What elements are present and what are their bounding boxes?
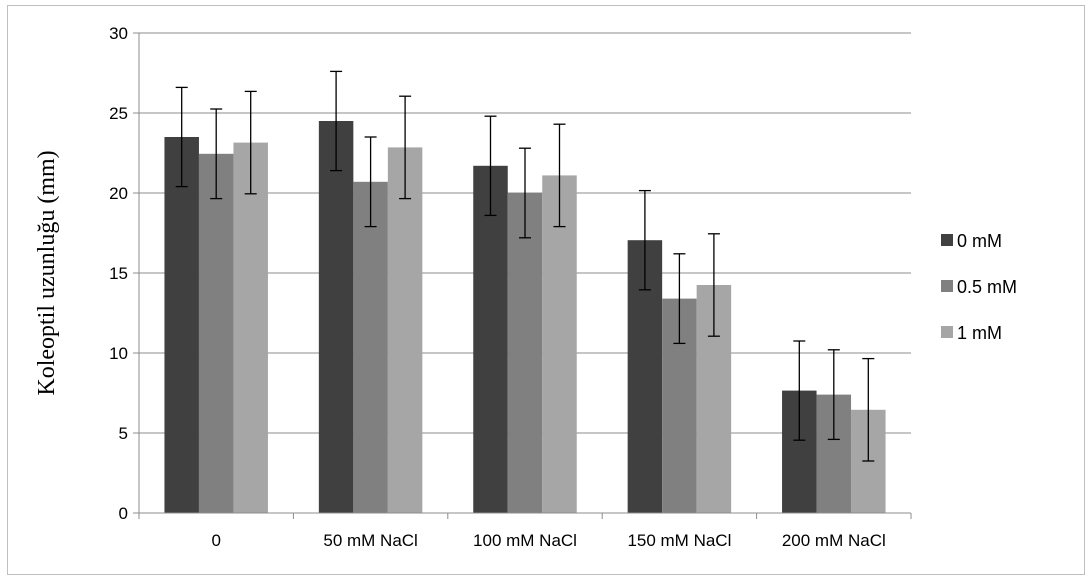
y-tick-label: 5 [119,424,128,443]
axes [133,32,912,519]
x-tick-labels: 0 50 mM NaCl 100 mM NaCl 150 mM NaCl 200 mM … [211,531,885,550]
bar [473,165,508,514]
x-tick-label: 100 mM NaCl [473,531,577,550]
y-axis-label: Koleoptil uzunluğu (mm) [34,150,60,395]
bar [164,137,199,513]
y-tick-label: 0 [119,504,128,523]
y-tick-labels: 0 5 10 15 20 25 30 [109,24,128,523]
legend-label: 0 mM [957,231,1002,251]
x-tick-label: 200 mM NaCl [782,531,886,550]
bar-chart: 0 5 10 15 20 25 30 0 50 mM NaCl 100 mM NaCl 150 m… [34,24,1017,550]
legend-label: 0.5 mM [957,277,1017,297]
chart-frame: 0 5 10 15 20 25 30 0 50 mM NaCl 100 mM NaCl 150 m… [7,5,1085,575]
y-tick-label: 25 [109,104,128,123]
legend-label: 1 mM [957,323,1002,343]
y-tick-label: 20 [109,184,128,203]
legend: 0 mM 0.5 mM 1 mM [941,231,1017,343]
bar [318,121,354,513]
legend-swatch [941,326,953,338]
bar [198,153,234,514]
y-tick-label: 30 [109,24,128,43]
bar [353,181,388,514]
x-tick-label: 0 [211,531,220,550]
x-tick-label: 50 mM NaCl [323,531,417,550]
bar [542,175,577,513]
x-tick-label: 150 mM NaCl [627,531,731,550]
bar [233,142,268,513]
y-tick-label: 15 [109,264,128,283]
legend-swatch [941,234,953,246]
bars [164,121,886,514]
legend-swatch [941,280,953,292]
bar [507,193,543,513]
y-tick-label: 10 [109,344,128,363]
bar [387,147,423,513]
error-bars [175,70,875,462]
